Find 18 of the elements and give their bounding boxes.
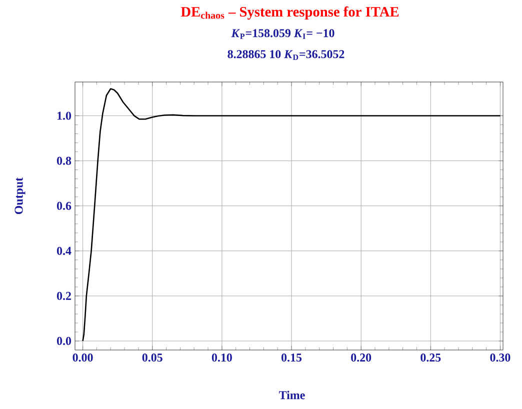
y-axis-title: Output [14,177,26,214]
y-tick-label: 0.2 [56,292,71,300]
chart-subtitle: K$_{P}$=158.059 K$_{I}$= −10 [231,29,334,39]
x-tick-label: 0.25 [420,354,441,362]
y-tick-label: 1.0 [57,112,72,120]
x-tick-label: 0.05 [142,354,162,362]
chart-title: DE$_{chaos}$ – System response for ITAE [180,6,399,20]
x-tick-label: 0.15 [282,354,302,362]
x-tick-label: 0.20 [351,354,372,362]
text: 8.28865 10 K$_{D}$=36.5052 [228,50,344,60]
x-tick-label: 0.30 [490,354,510,362]
y-tick-label: 0.0 [56,336,72,346]
y-tick-label: 0.8 [56,156,72,165]
y-tick-label: 0.4 [56,246,72,255]
x-tick-label: 0.00 [72,354,93,362]
x-axis-title: Time [279,390,305,400]
x-tick-label: 0.10 [212,354,232,362]
y-tick-label: 0.6 [56,202,72,210]
